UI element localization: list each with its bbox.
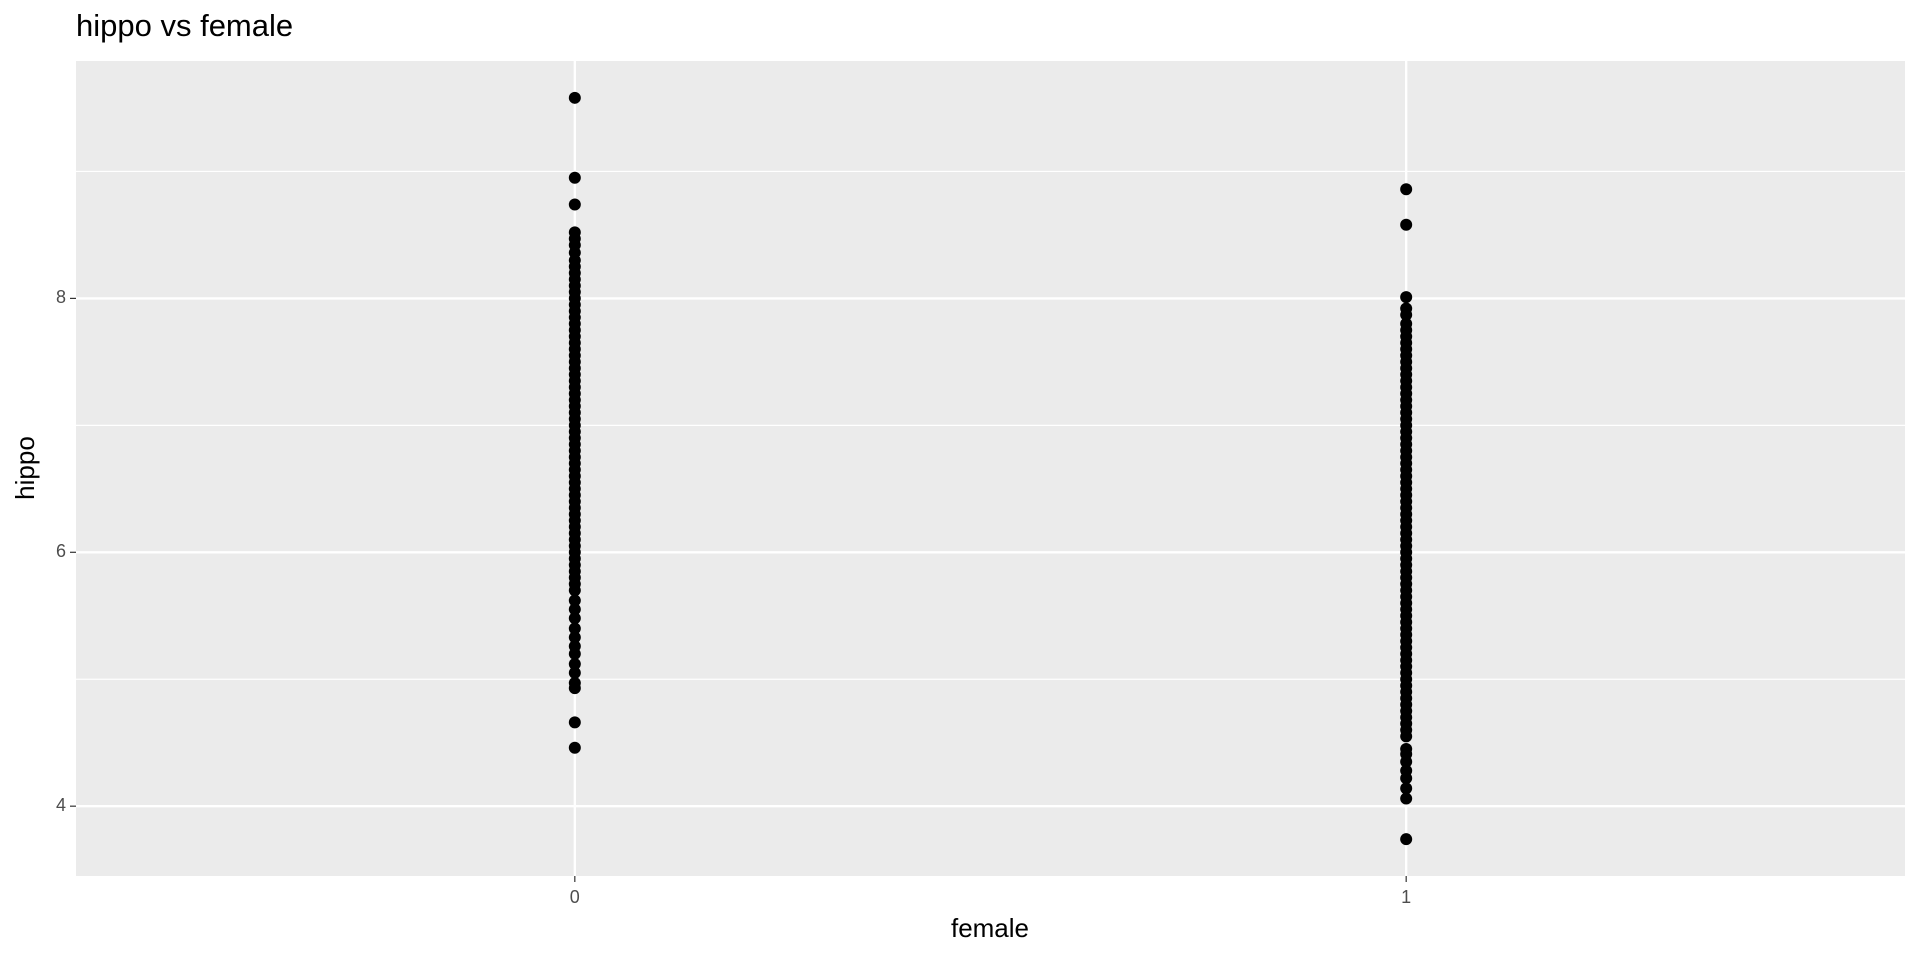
point — [568, 666, 581, 679]
point — [568, 622, 581, 635]
point — [1400, 218, 1413, 231]
y-tick-label: 6 — [56, 541, 66, 561]
point — [568, 647, 581, 660]
point — [1400, 772, 1413, 785]
point — [1400, 308, 1413, 321]
chart-title: hippo vs female — [76, 8, 293, 43]
point — [568, 741, 581, 754]
point — [568, 682, 581, 695]
point — [1400, 730, 1413, 743]
y-tick-label: 8 — [56, 287, 66, 307]
y-axis-title: hippo — [10, 436, 40, 500]
point — [568, 612, 581, 625]
grid — [76, 61, 1905, 876]
point — [568, 91, 581, 104]
y-tick-label: 4 — [56, 795, 66, 815]
point — [1400, 782, 1413, 795]
point — [1400, 755, 1413, 768]
x-tick-label: 1 — [1401, 887, 1411, 907]
point — [1400, 792, 1413, 805]
point — [568, 631, 581, 644]
point — [568, 171, 581, 184]
x-tick-label: 0 — [570, 887, 580, 907]
point — [568, 198, 581, 211]
point — [568, 594, 581, 607]
point — [1400, 183, 1413, 196]
x-axis-title: female — [951, 913, 1029, 943]
point — [568, 603, 581, 616]
point — [568, 657, 581, 670]
point — [1400, 833, 1413, 846]
panel — [76, 61, 1905, 876]
point — [568, 584, 581, 597]
points — [568, 91, 1413, 846]
point — [568, 716, 581, 729]
point — [1400, 291, 1413, 304]
